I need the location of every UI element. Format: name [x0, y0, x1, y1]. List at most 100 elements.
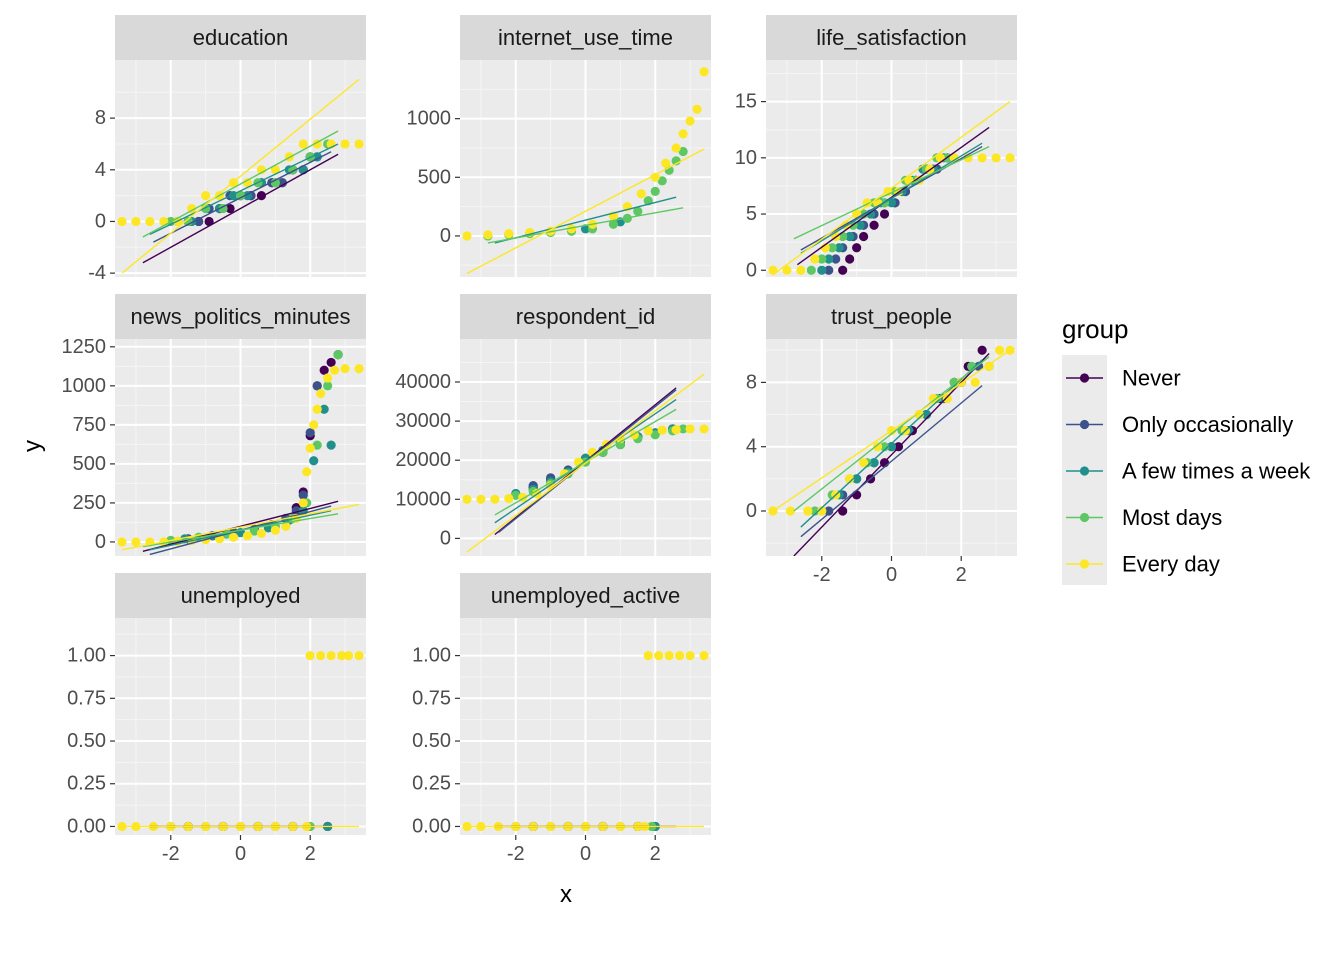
y-tick-label: 10 [735, 147, 757, 169]
point-every-day [462, 231, 472, 241]
series-every-day-unemployed-active [462, 650, 709, 832]
panel-life-satisfaction: life_satisfaction 0 5 10 15 [735, 15, 1017, 281]
point-every-day [326, 650, 336, 661]
qq-line-most-days [142, 130, 339, 238]
strip-label-unemployed-active: unemployed_active [491, 583, 681, 608]
y-axis-education: -4 0 4 8 [88, 107, 115, 284]
legend-keys: Never Only occasionally A few times a week… [1062, 355, 1311, 585]
data-layer-unemployed [117, 650, 364, 832]
point-never [859, 231, 869, 242]
point-a-few-times-a-week [834, 243, 844, 253]
point-never [879, 209, 890, 219]
point-every-day [316, 389, 326, 399]
x-tick-label: 2 [956, 564, 967, 586]
point-every-day [914, 409, 924, 420]
qq-line-most-days [487, 207, 684, 244]
qq-line-only-occasionally [153, 151, 332, 243]
point-every-day [643, 650, 653, 661]
point-every-day [131, 537, 141, 547]
qq-line-every-day [772, 349, 1011, 512]
point-a-few-times-a-week [852, 474, 862, 484]
point-every-day [782, 265, 792, 275]
point-most-days [608, 219, 618, 229]
point-every-day [323, 373, 333, 383]
qq-line-a-few-times-a-week [494, 399, 677, 524]
point-every-day [859, 458, 869, 468]
y-tick-label: -4 [88, 262, 106, 284]
point-most-days [657, 176, 667, 186]
point-never [869, 220, 879, 230]
panel-trust-people: trust_people 0 4 8 -2 0 2 [746, 294, 1017, 586]
x-tick-label: 2 [650, 843, 661, 865]
point-most-days [270, 178, 280, 188]
point-only-occasionally [824, 265, 834, 275]
point-every-day [354, 139, 364, 149]
y-tick-label: 30000 [395, 410, 451, 432]
qq-line-every-day [772, 101, 1011, 276]
panels: education-4048internet_use_time05001000l… [62, 15, 1017, 865]
point-every-day [476, 494, 486, 504]
qq-line-never [142, 500, 339, 552]
y-tick-label: 0 [746, 500, 757, 522]
x-tick-label: 0 [580, 843, 591, 865]
point-every-day [699, 67, 709, 77]
point-most-days [333, 350, 343, 360]
data-layer-education [117, 78, 364, 274]
point-a-few-times-a-week [326, 440, 336, 450]
point-every-day [949, 153, 959, 163]
point-every-day [643, 426, 653, 436]
point-every-day [305, 650, 315, 661]
point-most-days [312, 440, 322, 450]
strip-label-education: education [193, 25, 288, 50]
strip-label-internet-use-time: internet_use_time [498, 25, 673, 50]
point-never [319, 365, 329, 375]
point-every-day [343, 650, 354, 661]
qq-line-every-day [121, 503, 360, 551]
x-axis-unemployed: -2 0 2 [162, 835, 316, 865]
y-tick-label: 0.25 [412, 773, 451, 795]
point-only-occasionally [831, 254, 841, 264]
y-tick-label: 750 [73, 414, 106, 436]
y-tick-label: 1000 [62, 375, 107, 397]
x-tick-label: -2 [813, 564, 831, 586]
point-every-day [298, 498, 308, 508]
point-never [977, 345, 987, 355]
point-every-day [281, 521, 291, 531]
point-every-day [636, 189, 646, 199]
strip-internet-use-time [460, 15, 711, 60]
point-most-days [827, 243, 837, 253]
point-never [225, 203, 235, 214]
point-every-day [131, 216, 141, 227]
legend-point [1079, 373, 1090, 383]
point-every-day [159, 216, 169, 227]
y-axis-trust-people: 0 4 8 [746, 371, 766, 522]
point-every-day [336, 650, 347, 661]
data-layer-respondent-id [462, 373, 709, 553]
y-tick-label: 8 [746, 371, 757, 393]
y-tick-label: 0 [440, 527, 451, 549]
point-every-day [977, 153, 987, 163]
panel-internet-use-time: internet_use_time 0 500 1000 [407, 15, 711, 277]
data-layer-unemployed-active [462, 650, 709, 832]
strip-label-trust-people: trust_people [831, 304, 952, 329]
strip-label-unemployed: unemployed [181, 583, 301, 608]
point-every-day [354, 650, 364, 661]
point-every-day [685, 424, 695, 434]
point-most-days [806, 265, 816, 275]
point-never [204, 216, 214, 227]
point-never [852, 243, 862, 253]
point-only-occasionally [305, 428, 315, 438]
legend-point [1079, 466, 1090, 476]
y-tick-label: 0 [95, 531, 106, 553]
y-tick-label: 250 [73, 492, 106, 514]
point-most-days [678, 146, 688, 157]
legend-item-never: Never [1066, 366, 1181, 391]
point-every-day [685, 650, 695, 661]
y-axis-news-politics-minutes: 0 250 500 750 1000 1250 [62, 336, 115, 553]
point-only-occasionally [298, 490, 308, 500]
legend-item-every-day: Every day [1066, 552, 1220, 577]
point-every-day [187, 203, 197, 214]
y-tick-label: 40000 [395, 371, 451, 393]
x-axis-title: x [560, 881, 572, 908]
point-every-day [796, 265, 806, 275]
